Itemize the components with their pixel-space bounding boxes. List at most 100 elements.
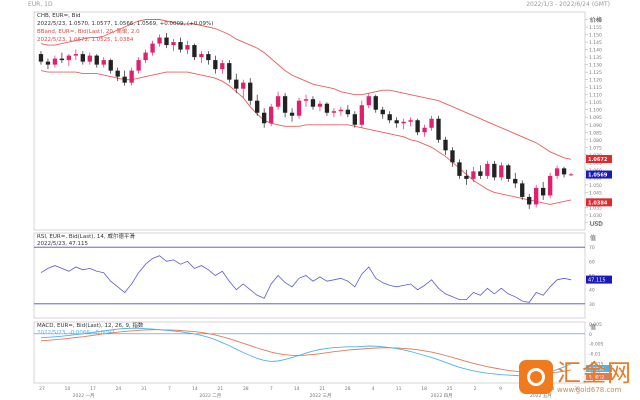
candle <box>66 54 72 67</box>
candle <box>471 166 476 182</box>
candle <box>206 51 211 65</box>
candle-body <box>213 60 218 70</box>
candle-body <box>547 175 553 196</box>
bband-upper-line <box>40 19 572 160</box>
candle-body <box>485 163 490 176</box>
x-tick-label: 4 <box>372 386 375 392</box>
candle <box>457 159 462 179</box>
candle-body <box>262 112 267 124</box>
candle <box>268 103 274 127</box>
candle <box>568 172 574 176</box>
candle-body <box>275 96 281 107</box>
candle <box>380 106 385 119</box>
candle-body <box>248 82 253 101</box>
lower-band-tag: 1.0384 <box>588 200 608 206</box>
candle-body <box>373 96 378 110</box>
candle-body <box>513 178 518 184</box>
candle-body <box>457 162 462 176</box>
x-tick-label: 17 <box>90 386 96 392</box>
macd-panel: 0.0050-0.005-0.01-0.015-0.02-0.0066-0.00… <box>33 321 612 384</box>
candle <box>520 180 525 200</box>
macd-tick-label: -0.01 <box>589 351 601 357</box>
rsi-title: RSI, EUR=, Bid(Last), 14, 威尔德平滑 <box>37 232 135 240</box>
candle-body <box>471 171 476 179</box>
upper-band-tag: 1.0672 <box>588 157 608 163</box>
candle-body <box>282 96 288 113</box>
candle-body <box>429 118 434 128</box>
candle <box>492 160 497 181</box>
last-price-tag-bg <box>586 170 612 179</box>
x-tick-label: 31 <box>141 386 147 392</box>
candle <box>506 163 511 182</box>
price-unit-bottom: USD <box>590 221 603 228</box>
price-tick-label: 1.045 <box>589 190 602 196</box>
macd-line <box>40 327 572 377</box>
macd-value-tag: -0.0066 <box>587 367 605 373</box>
candle <box>241 79 246 98</box>
candle-body <box>115 70 120 77</box>
x-tick-label: 21 <box>319 386 325 392</box>
candle-body <box>171 42 176 46</box>
x-tick-label: 24 <box>116 386 122 392</box>
macd-tag-bg <box>586 373 612 380</box>
candle <box>38 51 44 65</box>
x-axis: 2710172431714212871421284111825291623302… <box>39 386 580 399</box>
candle <box>220 60 225 74</box>
macd-tick-label: 0 <box>589 332 592 338</box>
candle <box>157 34 162 47</box>
candle-body <box>255 100 260 113</box>
x-tick-label: 30 <box>574 386 580 392</box>
last-price-tag: 1.0569 <box>588 173 608 179</box>
candle-body <box>478 171 483 176</box>
candle-body <box>561 168 567 175</box>
candle <box>73 49 79 61</box>
candle <box>192 43 197 61</box>
candle-body <box>241 82 246 89</box>
watermark-text: 汇金网 <box>557 358 632 387</box>
x-tick-label: 27 <box>39 386 45 392</box>
price-info-line: 2022/5/23, 1.0570, 1.0577, 1.0566, 1.056… <box>37 21 213 27</box>
candle <box>366 93 371 109</box>
candle <box>464 169 469 185</box>
candle-body <box>422 127 427 133</box>
candle-body <box>108 60 113 71</box>
rsi-tick-label: 30 <box>589 302 595 308</box>
candle-body <box>192 45 197 58</box>
candle-body <box>394 120 399 124</box>
candle-body <box>129 70 134 83</box>
price-tick-label: 1.120 <box>589 78 602 84</box>
candle-body <box>408 120 413 122</box>
x-tick-label: 11 <box>396 386 402 392</box>
candle <box>94 54 99 68</box>
candle <box>275 91 281 110</box>
candle <box>150 40 155 56</box>
candle <box>408 117 413 127</box>
x-month-label: 2022 三月 <box>310 393 332 399</box>
macd-signal-line <box>40 329 572 374</box>
candle-body <box>331 111 337 113</box>
x-tick-label: 7 <box>168 386 171 392</box>
candle-body <box>492 163 497 178</box>
candle <box>561 166 567 178</box>
macd-value-tag: -0.0092 <box>587 375 605 381</box>
candle-body <box>310 99 316 107</box>
candle <box>394 117 399 128</box>
price-tick-label: 1.145 <box>589 40 602 46</box>
candle <box>282 93 288 118</box>
candle <box>352 111 357 128</box>
rsi-info-line: 2022/5/23, 47.115 <box>37 241 88 247</box>
candle-body <box>401 121 406 124</box>
candle-body <box>303 99 309 101</box>
candle <box>171 39 176 52</box>
x-tick-label: 21 <box>217 386 223 392</box>
candle <box>289 108 295 122</box>
candle-body <box>436 118 441 140</box>
price-unit-label: 价格 <box>590 16 602 24</box>
candle-body <box>359 105 364 125</box>
candle-body <box>66 55 72 61</box>
price-tick-label: 1.025 <box>589 220 602 226</box>
candle-body <box>80 54 85 62</box>
macd-panel-frame <box>33 321 586 384</box>
candle-body <box>38 54 44 62</box>
